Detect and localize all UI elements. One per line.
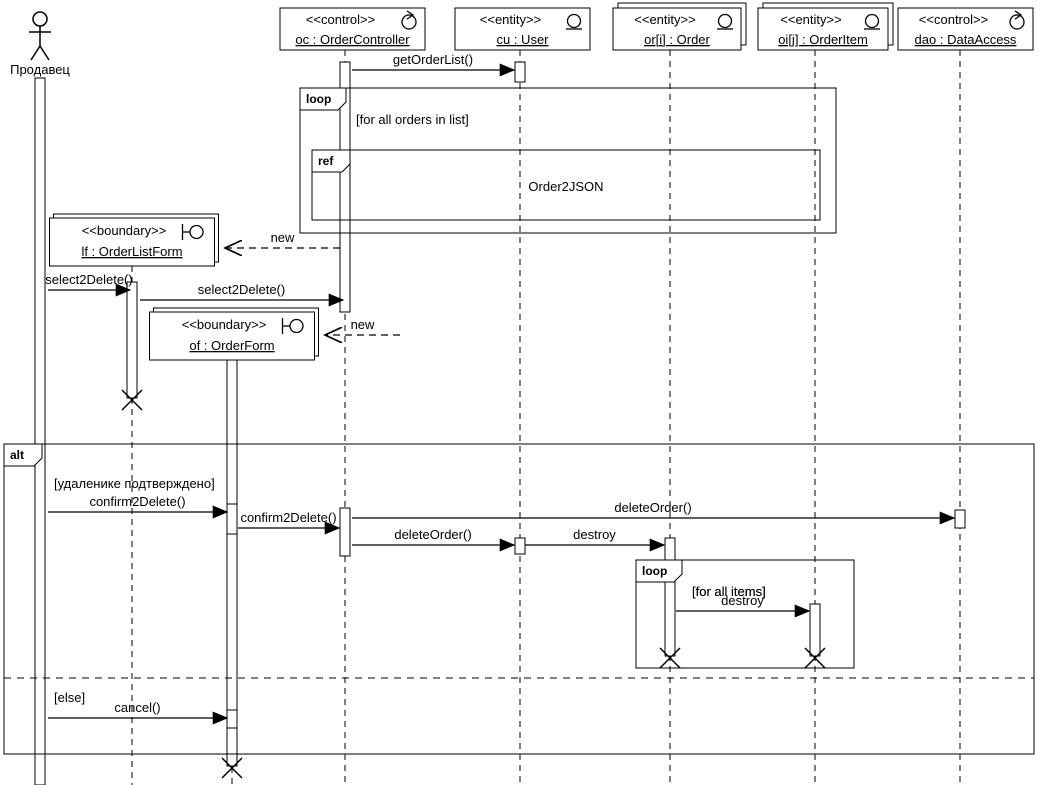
svg-text:<<control>>: <<control>> — [306, 12, 375, 27]
svg-text:confirm2Delete(): confirm2Delete() — [240, 510, 336, 525]
svg-text:deleteOrder(): deleteOrder() — [394, 527, 471, 542]
svg-text:new: new — [271, 230, 295, 245]
svg-text:<<control>>: <<control>> — [919, 12, 988, 27]
svg-text:new: new — [351, 317, 375, 332]
svg-text:cu : User: cu : User — [496, 32, 549, 47]
svg-text:[else]: [else] — [54, 690, 85, 705]
svg-text:<<entity>>: <<entity>> — [780, 12, 841, 27]
svg-text:[удаленике подтверждено]: [удаленике подтверждено] — [54, 476, 215, 491]
svg-text:of : OrderForm: of : OrderForm — [189, 338, 274, 353]
svg-text:ref: ref — [318, 154, 334, 168]
svg-text:[for all orders in list]: [for all orders in list] — [356, 112, 469, 127]
svg-text:getOrderList(): getOrderList() — [393, 52, 473, 67]
svg-text:deleteOrder(): deleteOrder() — [614, 500, 691, 515]
svg-text:oi[j] : OrderItem: oi[j] : OrderItem — [778, 32, 868, 47]
svg-text:alt: alt — [10, 448, 24, 462]
svg-text:cancel(): cancel() — [114, 700, 160, 715]
svg-text:destroy: destroy — [573, 527, 616, 542]
svg-text:dao : DataAccess: dao : DataAccess — [915, 32, 1017, 47]
svg-text:destroy: destroy — [721, 593, 764, 608]
svg-text:select2Delete(): select2Delete() — [198, 282, 285, 297]
sequence-diagram: Продавец <<control>> oc : OrderController <… — [0, 0, 1040, 785]
svg-text:loop: loop — [642, 564, 667, 578]
svg-text:select2Delete(): select2Delete() — [45, 272, 132, 287]
svg-text:or[i] : Order: or[i] : Order — [644, 32, 710, 47]
svg-text:<<boundary>>: <<boundary>> — [82, 223, 167, 238]
svg-text:<<boundary>>: <<boundary>> — [182, 317, 267, 332]
svg-text:loop: loop — [306, 92, 331, 106]
svg-text:confirm2Delete(): confirm2Delete() — [89, 494, 185, 509]
svg-text:<<entity>>: <<entity>> — [480, 12, 541, 27]
svg-text:Продавец: Продавец — [10, 62, 70, 77]
svg-text:oc : OrderController: oc : OrderController — [295, 32, 410, 47]
svg-text:lf : OrderListForm: lf : OrderListForm — [81, 244, 182, 259]
svg-text:<<entity>>: <<entity>> — [634, 12, 695, 27]
svg-text:Order2JSON: Order2JSON — [528, 179, 603, 194]
